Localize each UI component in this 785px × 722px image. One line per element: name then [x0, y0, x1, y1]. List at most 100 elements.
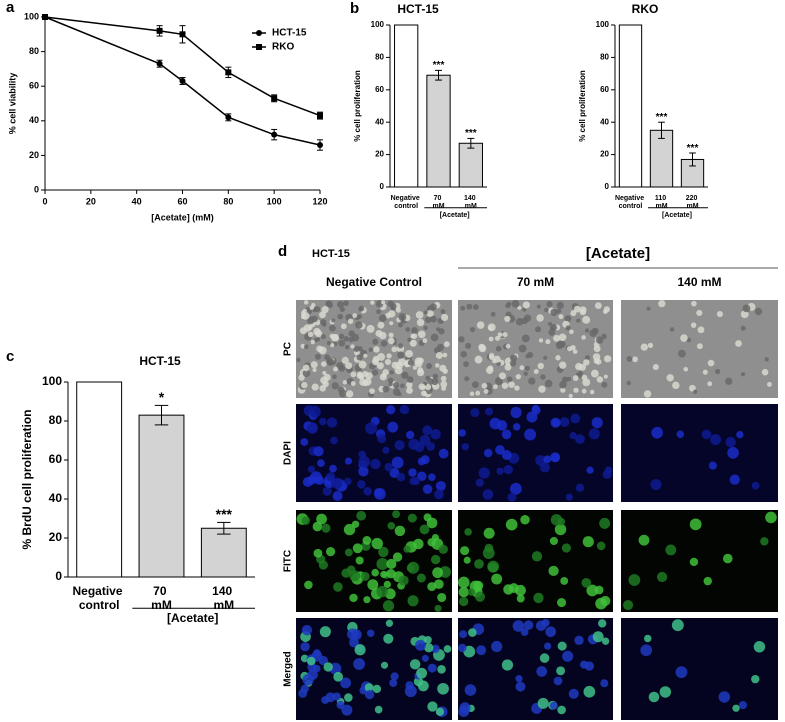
cell	[424, 384, 432, 391]
cell	[377, 321, 385, 329]
cell	[521, 334, 530, 343]
y-tick-label: 20	[49, 530, 63, 544]
cell	[558, 340, 566, 348]
cell	[407, 359, 414, 366]
cell	[432, 567, 444, 579]
cell	[338, 333, 345, 340]
cell	[562, 650, 574, 662]
error-bar	[689, 152, 696, 167]
cell	[546, 301, 553, 308]
cell	[388, 381, 393, 387]
cell-line-label: HCT-15	[312, 248, 350, 260]
cell	[332, 491, 343, 501]
cell	[478, 467, 490, 479]
cell	[386, 568, 396, 579]
cell	[353, 345, 360, 353]
x-tick-label: 80	[223, 196, 233, 206]
cell	[767, 381, 772, 387]
cell	[559, 380, 567, 389]
cell	[541, 618, 550, 627]
cell	[437, 664, 446, 674]
cell	[394, 525, 406, 537]
cell	[690, 322, 697, 328]
cell	[331, 477, 343, 489]
cell	[510, 406, 522, 419]
cell	[468, 628, 477, 637]
cell	[584, 355, 590, 361]
cell	[344, 693, 353, 702]
y-tick-label: 0	[605, 182, 610, 191]
chart-title: RKO	[632, 2, 659, 16]
cell	[386, 405, 396, 415]
cell	[392, 382, 400, 389]
cell	[427, 378, 434, 385]
cell	[623, 599, 634, 611]
cell	[458, 576, 470, 589]
cell	[584, 328, 590, 333]
cell	[408, 468, 417, 477]
cell	[458, 429, 466, 437]
cell	[426, 517, 438, 529]
cell	[569, 432, 577, 440]
cell	[708, 461, 717, 470]
cell	[345, 362, 353, 370]
x-tick-label: 0	[42, 196, 47, 206]
cell	[355, 556, 364, 565]
cell	[313, 337, 319, 343]
y-axis-label: % cell viability	[7, 73, 17, 135]
cell	[373, 346, 380, 353]
cell	[497, 332, 503, 338]
cell	[648, 691, 660, 703]
cell	[476, 321, 485, 329]
cell	[416, 573, 426, 583]
cell	[369, 388, 375, 395]
error-bar	[658, 121, 665, 139]
cell	[534, 326, 542, 333]
chart-title: HCT-15	[139, 354, 181, 368]
cell	[558, 333, 567, 342]
cell	[599, 517, 611, 529]
cell	[380, 340, 388, 347]
cell	[516, 594, 525, 603]
row-label: DAPI	[283, 441, 294, 465]
cell	[303, 300, 309, 305]
cell	[301, 312, 310, 320]
cell	[354, 644, 366, 656]
micrograph	[296, 404, 452, 502]
cell	[537, 362, 544, 370]
cell	[675, 666, 688, 679]
cell	[371, 568, 380, 577]
cell	[403, 545, 411, 553]
cell	[714, 368, 721, 375]
cell	[314, 353, 322, 360]
cell	[640, 343, 648, 351]
cell	[383, 633, 394, 644]
cell	[523, 620, 534, 630]
cell	[601, 381, 608, 388]
cell	[332, 374, 337, 380]
cell	[317, 459, 325, 468]
cell	[570, 310, 577, 317]
cell	[501, 450, 512, 461]
cell	[482, 489, 494, 500]
cell	[594, 302, 602, 309]
cell	[557, 705, 566, 715]
cell	[387, 522, 396, 530]
cell	[371, 369, 379, 376]
cell	[326, 417, 338, 428]
micrograph	[458, 618, 613, 720]
cell	[322, 486, 332, 496]
cell	[528, 377, 536, 385]
cell	[558, 361, 567, 369]
cell	[329, 324, 336, 332]
cell	[414, 639, 426, 651]
cell	[344, 344, 350, 350]
cell	[460, 305, 466, 311]
cell	[632, 356, 638, 363]
cell	[437, 682, 449, 695]
cell	[512, 620, 525, 632]
cell	[424, 316, 432, 324]
significance-label: ***	[216, 506, 233, 522]
cell	[382, 446, 390, 454]
chart-title: HCT-15	[397, 2, 439, 16]
